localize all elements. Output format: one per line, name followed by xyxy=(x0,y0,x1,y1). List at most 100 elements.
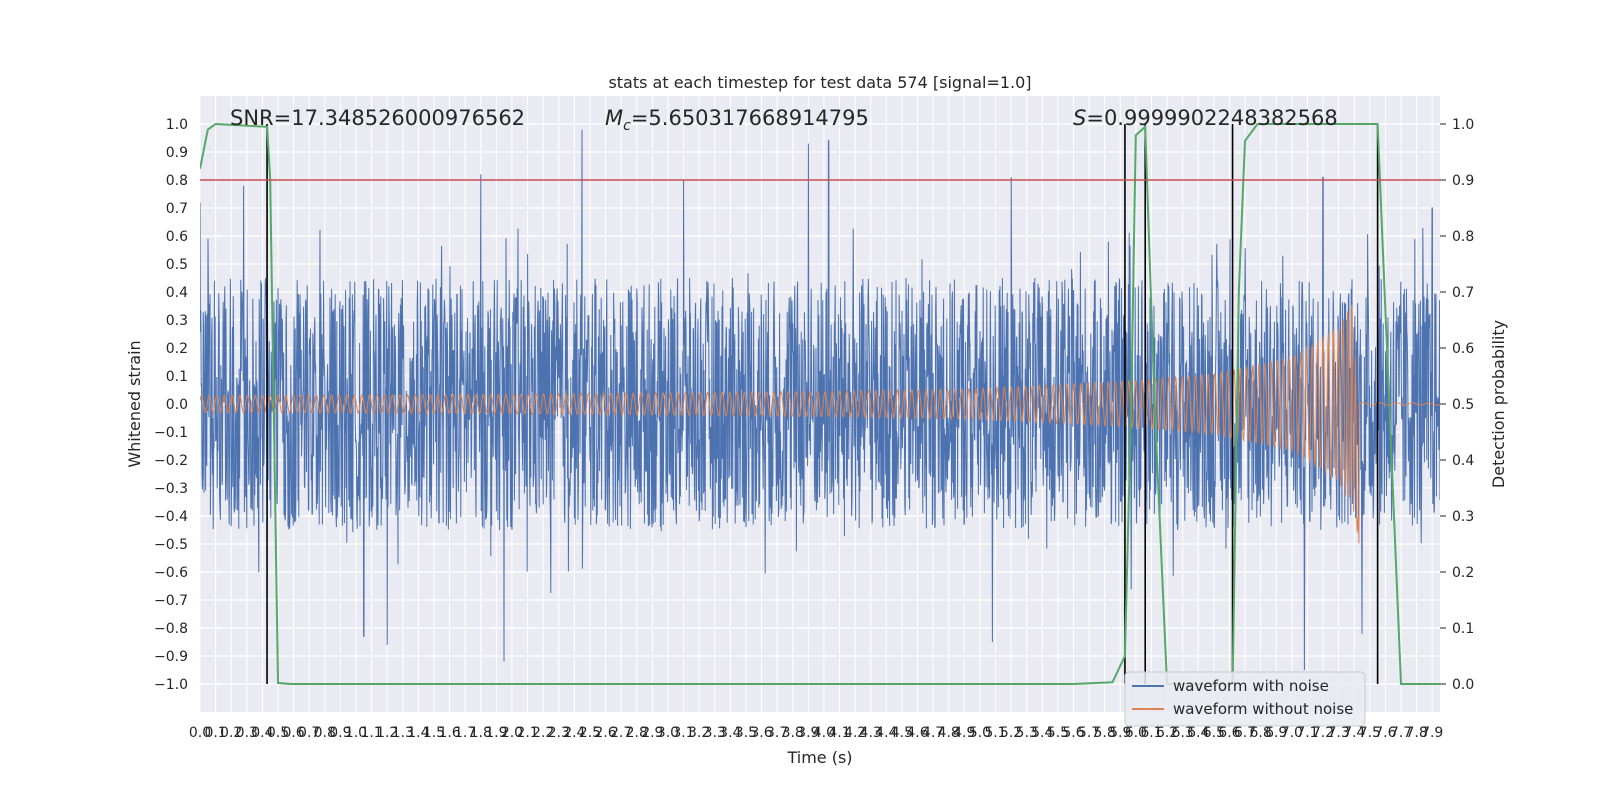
y-tick-label: 0.7 xyxy=(166,201,188,217)
plot-area xyxy=(199,96,1440,712)
y-tick-label: −0.6 xyxy=(154,565,188,581)
x-tick-label: 7.4 xyxy=(1343,725,1365,741)
x-tick-label: 6.8 xyxy=(1249,725,1271,741)
y-tick-label: 0.0 xyxy=(166,397,188,413)
x-tick-label: 2.2 xyxy=(532,725,554,741)
x-tick-label: 5.0 xyxy=(969,725,991,741)
x-tick-label: 6.7 xyxy=(1234,725,1256,741)
x-tick-label: 6.5 xyxy=(1203,725,1225,741)
y-tick-label: 0.4 xyxy=(166,285,188,301)
x-tick-label: 7.7 xyxy=(1390,725,1412,741)
y-axis-right-label: Detection probability xyxy=(1489,320,1508,488)
x-tick-label: 7.0 xyxy=(1281,725,1303,741)
y-tick-label: 0.3 xyxy=(166,313,188,329)
x-tick-label: 4.2 xyxy=(844,725,866,741)
x-tick-label: 0.0 xyxy=(189,725,211,741)
x-tick-label: 4.6 xyxy=(906,725,928,741)
x-tick-label: 4.4 xyxy=(875,725,897,741)
x-tick-label: 5.6 xyxy=(1062,725,1084,741)
x-tick-label: 4.5 xyxy=(891,725,913,741)
y-right-tick-label: 0.4 xyxy=(1452,453,1474,469)
mc-value: =5.650317668914795 xyxy=(631,106,869,130)
x-tick-label: 0.6 xyxy=(282,725,304,741)
x-tick-label: 0.1 xyxy=(204,725,226,741)
mc-subscript: c xyxy=(623,118,631,134)
x-tick-label: 6.1 xyxy=(1140,725,1162,741)
x-tick-label: 1.6 xyxy=(438,725,460,741)
x-tick-label: 2.5 xyxy=(579,725,601,741)
x-tick-label: 3.1 xyxy=(672,725,694,741)
y-tick-label: 0.9 xyxy=(166,145,188,161)
x-tick-label: 4.7 xyxy=(922,725,944,741)
x-tick-label: 1.1 xyxy=(360,725,382,741)
x-tick-label: 0.3 xyxy=(236,725,258,741)
y-right-tick-label: 0.3 xyxy=(1452,509,1474,525)
y-tick-label: −0.3 xyxy=(154,481,188,497)
x-tick-label: 1.9 xyxy=(485,725,507,741)
x-tick-label: 1.7 xyxy=(454,725,476,741)
y-tick-label: −0.9 xyxy=(154,649,188,665)
x-tick-label: 0.4 xyxy=(251,725,273,741)
x-tick-label: 1.4 xyxy=(407,725,429,741)
x-tick-label: 5.8 xyxy=(1094,725,1116,741)
y-axis-label: Whitened strain xyxy=(125,340,144,467)
y-right-tick-label: 0.1 xyxy=(1452,621,1474,637)
y-right-tick-label: 0.6 xyxy=(1452,341,1474,357)
x-tick-label: 3.0 xyxy=(657,725,679,741)
x-tick-label: 3.5 xyxy=(735,725,757,741)
x-tick-label: 3.7 xyxy=(766,725,788,741)
x-tick-label: 5.3 xyxy=(1016,725,1038,741)
x-tick-label: 1.3 xyxy=(392,725,414,741)
x-tick-label: 7.2 xyxy=(1312,725,1334,741)
x-tick-label: 2.3 xyxy=(548,725,570,741)
x-tick-label: 6.6 xyxy=(1218,725,1240,741)
snr-annotation: SNR=17.348526000976562 xyxy=(230,106,525,130)
y-tick-label: −0.2 xyxy=(154,453,188,469)
x-tick-label: 3.3 xyxy=(704,725,726,741)
x-tick-label: 5.1 xyxy=(984,725,1006,741)
x-tick-label: 3.4 xyxy=(719,725,741,741)
x-tick-label: 4.3 xyxy=(860,725,882,741)
x-tick-label: 3.2 xyxy=(688,725,710,741)
y-right-tick-label: 0.8 xyxy=(1452,229,1474,245)
x-tick-label: 4.1 xyxy=(828,725,850,741)
x-tick-label: 4.0 xyxy=(813,725,835,741)
y-tick-label: 0.2 xyxy=(166,341,188,357)
x-tick-label: 7.5 xyxy=(1359,725,1381,741)
x-tick-label: 2.6 xyxy=(594,725,616,741)
y-axis-ticks: 1.0 0.9 0.8 0.7 0.6 0.5 0.4 0.3 0.2 0.1 0.0 −0.1 −0.… xyxy=(154,117,188,693)
y-tick-label: −0.7 xyxy=(154,593,188,609)
x-tick-label: 1.0 xyxy=(345,725,367,741)
y-axis-right-ticks: 1.0 0.9 0.8 0.7 0.6 0.5 0.4 0.3 0.2 0.1 0.0 xyxy=(1440,117,1474,693)
x-tick-label: 6.3 xyxy=(1172,725,1194,741)
y-right-tick-label: 0.7 xyxy=(1452,285,1474,301)
x-tick-label: 6.2 xyxy=(1156,725,1178,741)
y-right-tick-label: 0.2 xyxy=(1452,565,1474,581)
x-tick-label: 5.7 xyxy=(1078,725,1100,741)
y-right-tick-label: 1.0 xyxy=(1452,117,1474,133)
x-tick-label: 7.8 xyxy=(1405,725,1427,741)
x-tick-label: 6.4 xyxy=(1187,725,1209,741)
legend: waveform with noise waveform without noi… xyxy=(1124,671,1366,727)
x-tick-label: 7.9 xyxy=(1421,725,1443,741)
x-tick-label: 0.8 xyxy=(314,725,336,741)
x-axis-label: Time (s) xyxy=(786,748,852,767)
x-tick-label: 2.1 xyxy=(516,725,538,741)
y-tick-label: 0.8 xyxy=(166,173,188,189)
y-right-tick-label: 0.9 xyxy=(1452,173,1474,189)
x-tick-label: 5.5 xyxy=(1047,725,1069,741)
x-tick-label: 1.2 xyxy=(376,725,398,741)
y-tick-label: −0.1 xyxy=(154,425,188,441)
x-tick-label: 0.9 xyxy=(329,725,351,741)
x-tick-label: 5.9 xyxy=(1109,725,1131,741)
y-right-tick-label: 0.5 xyxy=(1452,397,1474,413)
x-tick-label: 0.5 xyxy=(267,725,289,741)
x-tick-label: 1.8 xyxy=(470,725,492,741)
x-tick-label: 3.6 xyxy=(750,725,772,741)
s-annotation: S=0.9999902248382568 xyxy=(1073,106,1338,130)
x-tick-label: 2.8 xyxy=(626,725,648,741)
y-tick-label: −0.4 xyxy=(154,509,188,525)
x-tick-label: 7.1 xyxy=(1296,725,1318,741)
x-tick-label: 2.9 xyxy=(641,725,663,741)
